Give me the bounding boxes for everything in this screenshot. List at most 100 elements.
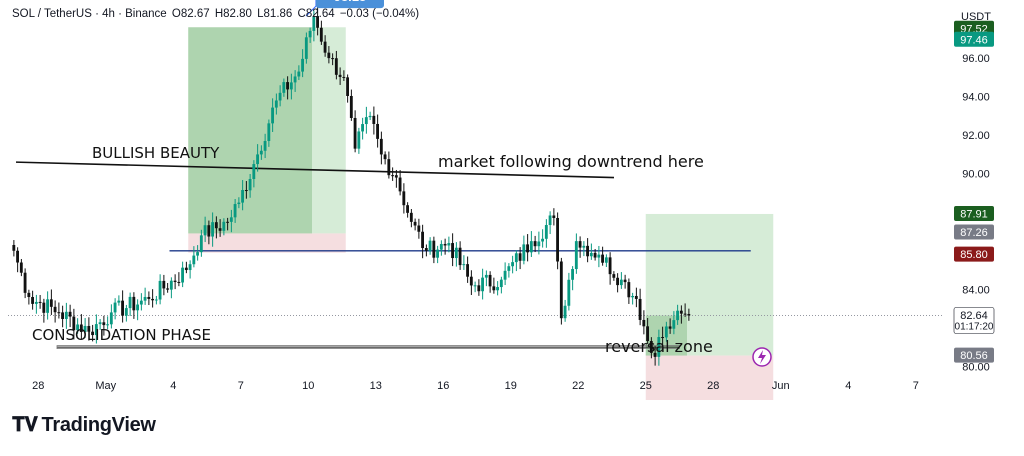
candle bbox=[668, 318, 672, 334]
candle-body bbox=[301, 58, 304, 72]
annotation-downtrend: market following downtrend here bbox=[438, 152, 704, 171]
candle bbox=[334, 50, 338, 80]
candle-body bbox=[683, 313, 687, 315]
candle-body bbox=[376, 123, 379, 139]
candle-body bbox=[87, 325, 91, 332]
candle-body bbox=[379, 138, 383, 155]
candle-body bbox=[203, 225, 207, 236]
candle-body bbox=[391, 175, 394, 177]
candle-body bbox=[304, 37, 308, 59]
candle bbox=[642, 310, 646, 335]
trend-line bbox=[15, 161, 615, 179]
consolidation-box bbox=[56, 345, 680, 349]
candle-body bbox=[147, 296, 151, 299]
candle bbox=[304, 32, 308, 64]
time-tick-label: Jun bbox=[772, 380, 790, 392]
candle bbox=[597, 245, 601, 268]
candle-body bbox=[282, 82, 286, 93]
flag-pointer bbox=[305, 0, 317, 17]
candle-body bbox=[113, 302, 117, 313]
candle bbox=[151, 289, 154, 308]
candle-body bbox=[173, 280, 177, 282]
time-tick-label: 10 bbox=[302, 380, 314, 392]
price-tag-label: 82.64 bbox=[960, 310, 988, 322]
candle-body bbox=[672, 320, 676, 329]
candle bbox=[428, 237, 432, 255]
candle-body bbox=[27, 292, 31, 298]
candle bbox=[327, 46, 331, 64]
candle-body bbox=[477, 285, 481, 292]
candle bbox=[91, 324, 94, 342]
candle bbox=[574, 233, 578, 274]
candle bbox=[184, 261, 188, 274]
candle-body bbox=[687, 313, 691, 316]
candle-body bbox=[432, 240, 436, 258]
chart-canvas[interactable]: USDT 80.00 84.00 90.00 92.00 94.00 96.00 28 May… bbox=[0, 0, 1024, 400]
candle bbox=[331, 53, 334, 66]
candle-body bbox=[586, 245, 589, 257]
candle bbox=[544, 219, 548, 248]
candle-body bbox=[76, 324, 79, 331]
candle bbox=[586, 238, 589, 263]
candle-body bbox=[574, 241, 578, 270]
ohlc-close: C82.64 bbox=[297, 8, 335, 20]
candle-body bbox=[271, 107, 274, 124]
tradingview-logo[interactable]: 𝐓𝐕 TradingView bbox=[12, 414, 156, 437]
price-tick-label: 96.00 bbox=[962, 53, 990, 65]
price-tag-label: 80.56 bbox=[960, 350, 988, 362]
price-tag: 80.56 bbox=[954, 347, 994, 363]
candle bbox=[139, 293, 143, 311]
annotation-reversal: reversal zone bbox=[605, 337, 713, 356]
candle bbox=[323, 35, 327, 57]
candle bbox=[308, 27, 312, 43]
candle-body bbox=[293, 76, 297, 83]
candle bbox=[631, 292, 634, 305]
candle bbox=[687, 308, 691, 321]
symbol-label[interactable]: SOL / TetherUS · 4h · Binance bbox=[12, 8, 167, 20]
candle bbox=[282, 78, 286, 97]
candle-body bbox=[529, 241, 533, 253]
candle-body bbox=[19, 262, 23, 273]
candle bbox=[23, 268, 27, 299]
candle-body bbox=[627, 282, 631, 298]
candle-body bbox=[469, 276, 473, 286]
candle-body bbox=[406, 205, 409, 213]
candle-body bbox=[263, 140, 267, 151]
price-tag: 97.46 bbox=[954, 31, 994, 47]
candle bbox=[604, 254, 608, 268]
candle-body bbox=[571, 269, 574, 280]
candle bbox=[436, 245, 439, 264]
candle bbox=[222, 218, 226, 236]
candle-body bbox=[559, 261, 563, 319]
candle-body bbox=[612, 274, 616, 278]
candle bbox=[571, 266, 574, 291]
candle bbox=[196, 245, 199, 261]
candle-body bbox=[638, 298, 642, 320]
candle bbox=[409, 209, 413, 228]
candle-body bbox=[394, 175, 398, 178]
price-tag-bg bbox=[954, 205, 994, 221]
candle-body bbox=[166, 288, 169, 290]
candle bbox=[241, 180, 244, 211]
candle-body bbox=[357, 131, 361, 149]
candle bbox=[274, 93, 278, 115]
candle-body bbox=[443, 243, 447, 246]
candle-body bbox=[98, 322, 102, 325]
candle-body bbox=[541, 238, 544, 242]
price-tag: 85.80 bbox=[954, 246, 994, 262]
candle bbox=[526, 234, 529, 262]
candle bbox=[132, 292, 136, 319]
ohlc-low: L81.86 bbox=[257, 8, 293, 20]
candle bbox=[169, 277, 173, 299]
time-tick-label: 16 bbox=[437, 380, 449, 392]
candle bbox=[439, 240, 443, 256]
candle-body bbox=[188, 264, 192, 271]
candle bbox=[556, 212, 559, 270]
candle bbox=[177, 272, 181, 287]
filled-zone bbox=[188, 27, 312, 234]
candle-body bbox=[503, 270, 507, 280]
candle-body bbox=[31, 297, 34, 304]
candle-body bbox=[653, 352, 657, 357]
candle bbox=[676, 304, 679, 325]
candle bbox=[136, 299, 139, 321]
